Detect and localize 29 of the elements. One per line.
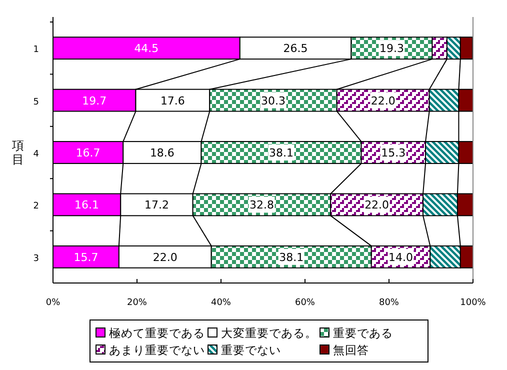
data-label: 26.5 — [283, 42, 308, 56]
y-tick-label: 2 — [33, 202, 39, 212]
legend-label: 大変重要である。 — [221, 326, 317, 340]
legend-label: 重要である — [333, 326, 393, 340]
x-tick-label: 80% — [378, 298, 400, 308]
data-label: 17.6 — [160, 94, 185, 108]
y-tick-label: 3 — [33, 254, 39, 264]
data-label: 44.5 — [134, 42, 159, 56]
y-tick-label: 4 — [33, 150, 40, 160]
data-label: 15.7 — [74, 250, 98, 264]
data-label: 22.0 — [152, 250, 178, 264]
data-label: 18.6 — [150, 146, 174, 160]
data-label: 17.2 — [144, 198, 169, 212]
legend-label: 無回答 — [333, 343, 369, 357]
legend-label: 極めて重要である — [109, 326, 205, 340]
y-axis-title: 項目 — [11, 138, 24, 166]
data-label: 19.7 — [82, 94, 107, 108]
x-tick-label: 0% — [46, 298, 61, 308]
x-tick-label: 20% — [126, 298, 148, 308]
legend-label: あまり重要でない — [109, 343, 205, 357]
data-label: 16.7 — [76, 146, 100, 160]
data-label: 16.1 — [74, 198, 100, 212]
y-tick-label: 1 — [33, 45, 39, 56]
x-tick-label: 40% — [210, 298, 232, 308]
legend-label: 重要でない — [221, 343, 281, 357]
y-tick-label: 5 — [33, 97, 39, 108]
data-label: 30.3 — [261, 94, 286, 108]
x-tick-label: 60% — [294, 298, 316, 308]
x-tick-label: 100% — [460, 298, 486, 308]
